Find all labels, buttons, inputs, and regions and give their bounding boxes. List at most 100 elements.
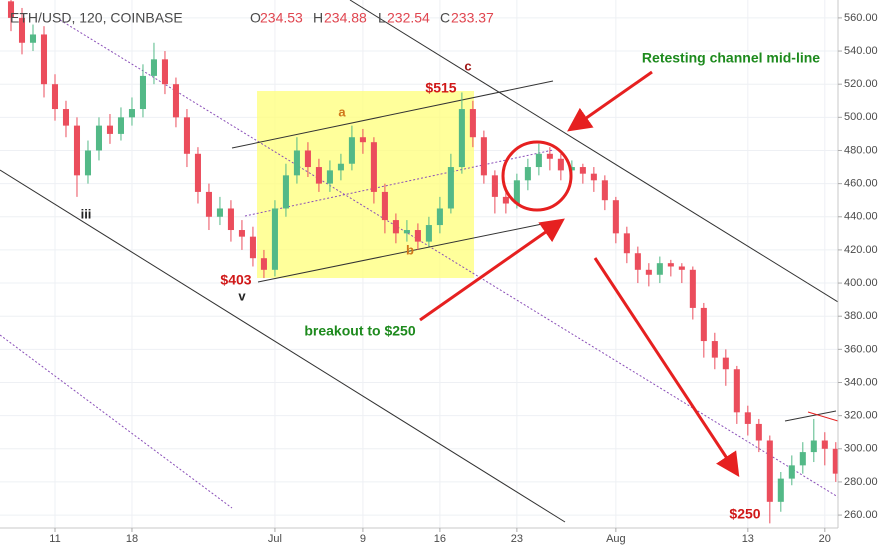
- flag-upper: [231, 80, 554, 149]
- x-tick-label: 23: [511, 533, 523, 545]
- candle-body: [568, 167, 575, 171]
- candle-body: [711, 341, 718, 358]
- candle-body: [381, 191, 388, 221]
- x-tick-label: 20: [819, 533, 831, 545]
- candle-body: [370, 142, 377, 192]
- candle-body: [634, 253, 641, 270]
- small-channel-red: [807, 411, 838, 422]
- candle-body: [205, 191, 212, 217]
- y-tick-label: 380.00: [844, 310, 878, 322]
- candle-body: [304, 150, 311, 168]
- candle-body: [84, 150, 92, 176]
- candle-body: [315, 167, 322, 184]
- candle-body: [810, 440, 817, 453]
- candle-body: [480, 137, 487, 176]
- candle-body: [139, 75, 146, 110]
- ohlc-value: 234.88: [324, 10, 367, 26]
- arrow: [419, 218, 565, 322]
- candle-body: [359, 137, 366, 143]
- ohlc-label: H: [313, 10, 323, 26]
- candle-body: [722, 357, 729, 370]
- candle-body: [777, 478, 784, 502]
- x-tick-label: Aug: [606, 533, 626, 545]
- candle-body: [348, 137, 355, 164]
- y-tick-label: 520.00: [844, 78, 878, 90]
- candle-body: [832, 448, 838, 474]
- y-tick-label: 300.00: [844, 443, 878, 455]
- ohlc-value: 233.37: [451, 10, 494, 26]
- candle-body: [799, 452, 806, 466]
- candle-body: [161, 59, 168, 85]
- candle-body: [128, 109, 135, 118]
- candle-body: [546, 153, 553, 159]
- candle-body: [590, 173, 597, 181]
- candle-body: [755, 423, 762, 441]
- ohlc-label: L: [378, 10, 386, 26]
- channel-upper: [349, 0, 838, 303]
- candle-body: [821, 440, 828, 449]
- candle-body: [491, 175, 498, 197]
- y-tick-label: 540.00: [844, 45, 878, 57]
- candle-body: [392, 220, 399, 234]
- ohlc-value: 232.54: [387, 10, 430, 26]
- candle-body: [744, 412, 751, 424]
- channel-lower: [0, 169, 566, 523]
- candle-body: [623, 233, 630, 254]
- retest-circle: [501, 140, 573, 212]
- flag-mid: [244, 149, 554, 217]
- candle-body: [216, 208, 223, 217]
- x-tick-label: 11: [49, 533, 60, 545]
- arrow: [567, 70, 653, 132]
- candle-body: [700, 307, 707, 342]
- candle-body: [194, 153, 201, 192]
- candle-body: [271, 208, 278, 270]
- candle-body: [249, 236, 256, 259]
- arrow: [593, 257, 740, 478]
- candle-body: [18, 17, 26, 43]
- y-tick-label: 560.00: [844, 12, 878, 24]
- y-tick-label: 460.00: [844, 178, 878, 190]
- y-tick-label: 480.00: [844, 144, 878, 156]
- candle-body: [689, 269, 696, 308]
- candle-body: [183, 117, 190, 154]
- wave-label: b: [406, 242, 414, 257]
- candle-body: [458, 109, 465, 168]
- y-tick-label: 500.00: [844, 111, 878, 123]
- x-tick-label: 9: [360, 533, 366, 545]
- ohlc-label: C: [440, 10, 450, 26]
- drawings: [0, 0, 838, 523]
- ohlc-label: O: [250, 10, 261, 26]
- candle-body: [733, 369, 740, 413]
- note: breakout to $250: [304, 323, 415, 339]
- wave-label: c: [464, 58, 471, 73]
- candle-body: [227, 208, 234, 231]
- y-tick-label: 400.00: [844, 277, 878, 289]
- wave-label: a: [338, 104, 346, 119]
- x-tick-label: Jul: [268, 533, 282, 545]
- y-tick-label: 360.00: [844, 343, 878, 355]
- small-channel: [784, 410, 837, 422]
- y-tick-label: 420.00: [844, 244, 878, 256]
- candle-body: [535, 153, 542, 168]
- candle-body: [51, 84, 59, 110]
- candle-body: [788, 465, 795, 479]
- candle-body: [293, 150, 300, 176]
- channel-mid: [59, 19, 838, 498]
- candle-body: [95, 125, 103, 151]
- y-tick-label: 280.00: [844, 476, 878, 488]
- candle-body: [40, 34, 48, 85]
- candle-body: [150, 59, 157, 76]
- candle-body: [766, 440, 773, 502]
- y-tick-label: 260.00: [844, 509, 878, 521]
- candle-body: [601, 180, 608, 201]
- symbol: ETH/USD, 120, COINBASE: [10, 10, 183, 26]
- candle-body: [447, 167, 454, 209]
- flag-lower: [257, 221, 553, 283]
- candle-body: [106, 125, 113, 134]
- candle-body: [645, 269, 652, 275]
- candles: [7, 0, 838, 524]
- candle-body: [62, 109, 70, 126]
- candle-body: [656, 263, 663, 275]
- note: Retesting channel mid-line: [642, 50, 820, 66]
- candle-body: [436, 208, 443, 226]
